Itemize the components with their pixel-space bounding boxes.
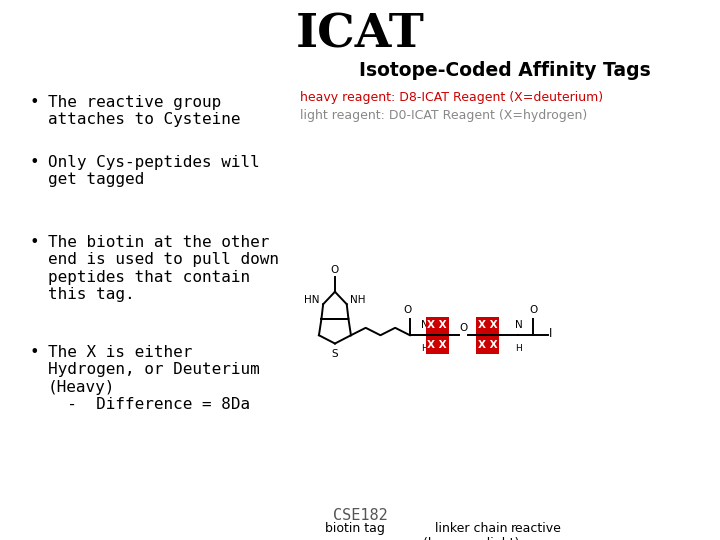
Text: CSE182: CSE182 bbox=[333, 508, 387, 523]
Text: The reactive group
attaches to Cysteine: The reactive group attaches to Cysteine bbox=[48, 95, 240, 127]
Text: ICAT: ICAT bbox=[296, 12, 424, 58]
Bar bbox=[426, 336, 449, 354]
Bar bbox=[426, 316, 449, 334]
Text: N: N bbox=[420, 320, 428, 330]
Text: X X: X X bbox=[428, 320, 447, 330]
Text: HN: HN bbox=[305, 295, 320, 305]
Text: NH: NH bbox=[350, 295, 366, 305]
Text: linker chain
(heavy or light): linker chain (heavy or light) bbox=[423, 522, 520, 540]
Text: S: S bbox=[332, 349, 338, 359]
Text: X X: X X bbox=[428, 340, 447, 350]
Bar bbox=[476, 316, 500, 334]
Text: light reagent: D0-ICAT Reagent (X=hydrogen): light reagent: D0-ICAT Reagent (X=hydrog… bbox=[300, 109, 588, 122]
Text: N: N bbox=[515, 320, 522, 330]
Text: biotin tag: biotin tag bbox=[325, 522, 384, 535]
Text: I: I bbox=[549, 327, 552, 340]
Text: O: O bbox=[459, 323, 468, 333]
Text: X X: X X bbox=[478, 320, 498, 330]
Text: The X is either
Hydrogen, or Deuterium
(Heavy)
  -  Difference = 8Da: The X is either Hydrogen, or Deuterium (… bbox=[48, 345, 260, 412]
Text: O: O bbox=[529, 305, 537, 314]
Text: Only Cys-peptides will
get tagged: Only Cys-peptides will get tagged bbox=[48, 155, 260, 187]
Text: H: H bbox=[515, 343, 522, 353]
Text: reactive
group: reactive group bbox=[511, 522, 562, 540]
Text: •: • bbox=[30, 95, 40, 110]
Text: •: • bbox=[30, 155, 40, 170]
Text: heavy reagent: D8-ICAT Reagent (X=deuterium): heavy reagent: D8-ICAT Reagent (X=deuter… bbox=[300, 91, 603, 104]
Text: •: • bbox=[30, 345, 40, 360]
Text: Isotope-Coded Affinity Tags: Isotope-Coded Affinity Tags bbox=[359, 60, 651, 79]
Text: H: H bbox=[421, 343, 428, 353]
Text: The biotin at the other
end is used to pull down
peptides that contain
this tag.: The biotin at the other end is used to p… bbox=[48, 235, 279, 302]
Text: •: • bbox=[30, 235, 40, 250]
Text: O: O bbox=[330, 265, 339, 275]
Bar bbox=[476, 336, 500, 354]
Text: X X: X X bbox=[478, 340, 498, 350]
Text: O: O bbox=[404, 305, 412, 314]
